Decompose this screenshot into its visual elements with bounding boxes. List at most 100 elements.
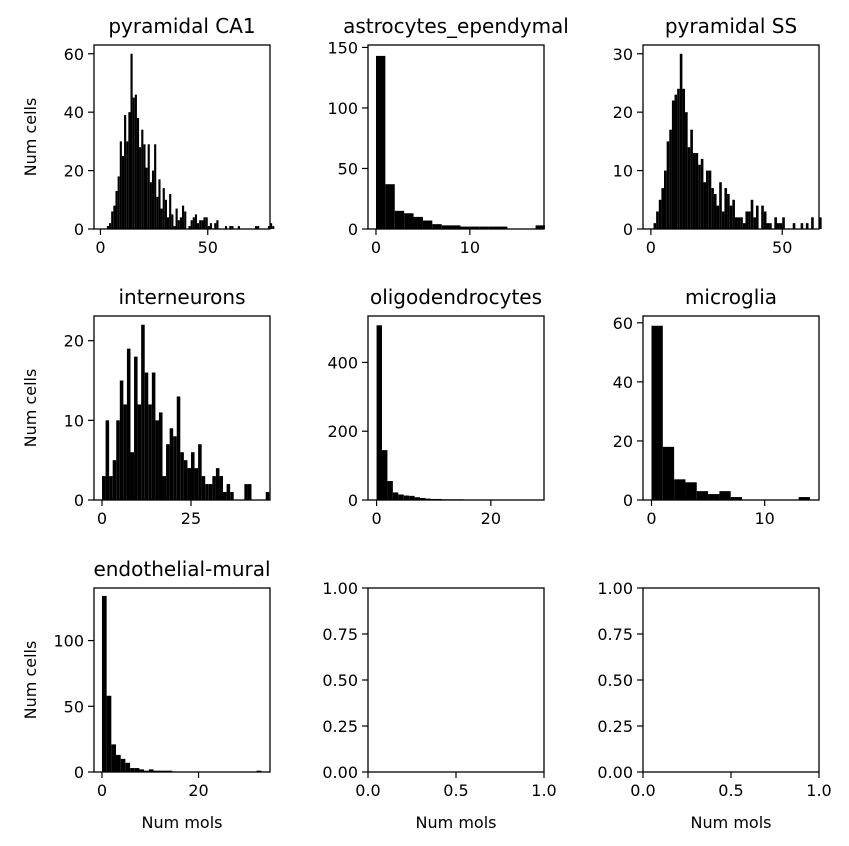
histogram-bar [798,497,810,500]
histogram-bar [254,226,258,229]
histogram-bar [177,220,180,229]
histogram-bar [732,199,735,229]
histogram-panel-4: 0 25 0 10 20 interneurons Num cells [21,285,271,528]
histogram-bar [432,224,442,229]
histogram-bar [766,223,770,229]
histogram-bar [117,176,120,229]
axes-frame [367,44,545,230]
axes-frame [367,587,545,773]
histogram-bar [212,476,216,500]
histogram-bar [224,226,228,229]
x-axis-label: Num mols [416,813,497,832]
histogram-bar [130,53,133,230]
histogram-bar [805,223,809,229]
histogram-bar [247,484,252,500]
bars [376,325,496,500]
histogram-bar [205,217,208,229]
histogram-bar [651,325,663,500]
histogram-bar [385,184,395,229]
histogram-bar [230,492,234,500]
histogram-bar [194,468,199,500]
histogram-bar [141,324,145,500]
histogram-bar [404,213,414,229]
histogram-bar [116,420,120,500]
y-tick-label: 0.00 [322,763,358,782]
histogram-bar [134,94,137,230]
histogram-bar [151,170,155,229]
x-tick-label: 0 [97,781,107,800]
x-tick-label: 0 [646,509,656,528]
histogram-panel-8: 0.0 0.5 1.0 0.00 0.25 0.50 0.75 1.00 Num mols [322,579,556,832]
y-tick-label: 0.25 [322,717,358,736]
y-axis-label: Num cells [21,98,40,177]
y-tick-label: 0.75 [597,625,633,644]
histogram-panel-1: 0 50 0 20 40 60 pyramidal CA1 Num cells [21,14,275,257]
histogram-bar [105,420,110,500]
panel-title: pyramidal CA1 [108,14,255,38]
histogram-bar [137,404,142,500]
histogram-bar [162,770,168,772]
histogram-bar [158,770,163,772]
y-tick-label: 40 [64,103,84,122]
x-tick-label: 20 [481,509,501,528]
bars [101,595,262,772]
histogram-bar [690,129,693,229]
histogram-bar [779,223,783,229]
histogram-bar [207,226,210,229]
histogram-bar [209,223,213,229]
histogram-bar [267,226,270,229]
histogram-bar [144,770,149,772]
histogram-panel-9: 0.0 0.5 1.0 0.00 0.25 0.50 0.75 1.00 Num mols [597,579,831,832]
y-tick-label: 0 [623,220,633,239]
histogram-bar [755,205,759,229]
panel-title: pyramidal SS [665,14,797,38]
histogram-bar [190,220,193,229]
histogram-panel-7: 0 20 0 50 100 endothelial-mural Num mols Num ce… [21,557,271,832]
histogram-bar [460,226,470,229]
histogram-bar [166,444,170,500]
x-axis-label: Num mols [691,813,772,832]
y-tick-label: 50 [338,159,358,178]
histogram-bar [708,170,712,229]
histogram-bar [194,214,198,229]
histogram-panel-6: 0 10 0 20 40 60 microglia [613,285,820,528]
x-tick-label: 0 [95,238,105,257]
y-tick-label: 20 [64,162,84,181]
histogram-bar [685,482,697,500]
histogram-bar [169,193,172,229]
x-tick-label: 25 [181,509,201,528]
y-tick-label: 0 [74,220,84,239]
x-tick-label: 50 [772,238,792,257]
histogram-bar [469,226,480,229]
histogram-bar [724,188,728,229]
histogram-bar [124,115,127,229]
y-tick-label: 0.50 [597,671,633,690]
histogram-bar [113,205,116,229]
histogram-bar [713,193,717,229]
histogram-bar [387,481,393,500]
y-tick-label: 20 [613,432,633,451]
y-tick-label: 0.00 [597,763,633,782]
histogram-bar [173,226,176,229]
bars [653,53,822,230]
y-tick-label: 20 [613,103,633,122]
histogram-bar [179,217,182,229]
histogram-bar [115,191,118,229]
histogram-bar [669,129,672,229]
histogram-bar [188,226,191,229]
histogram-bar [653,223,657,229]
histogram-bar [151,372,156,500]
axes-frame [642,587,820,773]
histogram-bar [700,158,704,229]
panel-title: endothelial-mural [93,557,270,581]
y-tick-label: 10 [64,411,84,430]
bars [102,324,270,500]
y-tick-label: 0.75 [322,625,358,644]
histogram-bar [661,188,665,229]
x-tick-label: 0 [371,509,381,528]
histogram-bar [498,226,508,229]
histogram-bar [394,210,405,229]
y-tick-label: 50 [64,697,84,716]
histogram-bar [106,226,110,229]
histogram-bar [800,223,804,229]
